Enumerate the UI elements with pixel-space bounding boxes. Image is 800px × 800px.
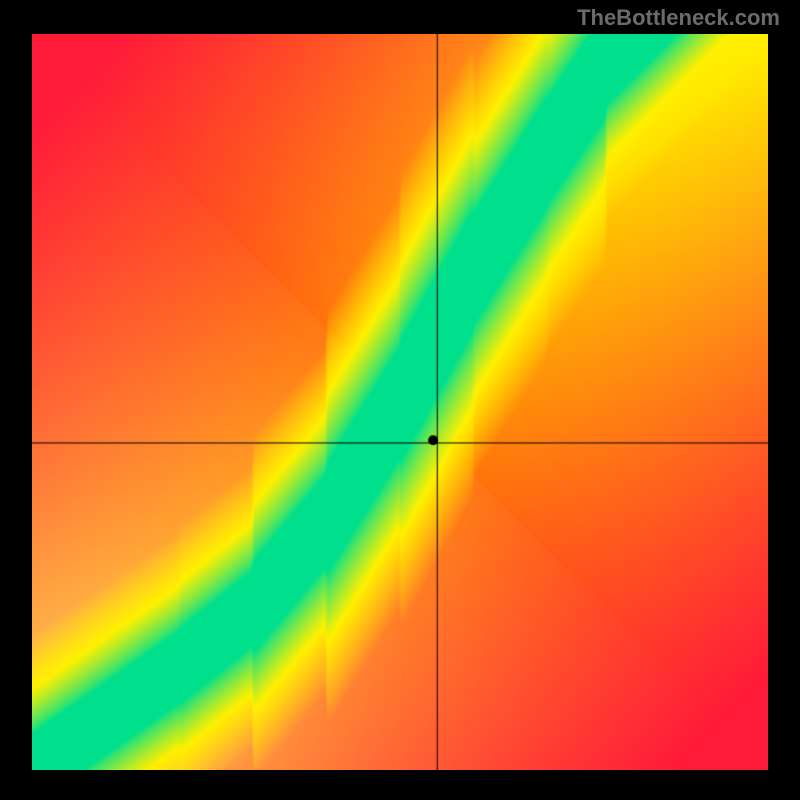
bottleneck-heatmap (32, 34, 768, 770)
watermark-text: TheBottleneck.com (577, 5, 780, 31)
chart-frame: TheBottleneck.com (0, 0, 800, 800)
